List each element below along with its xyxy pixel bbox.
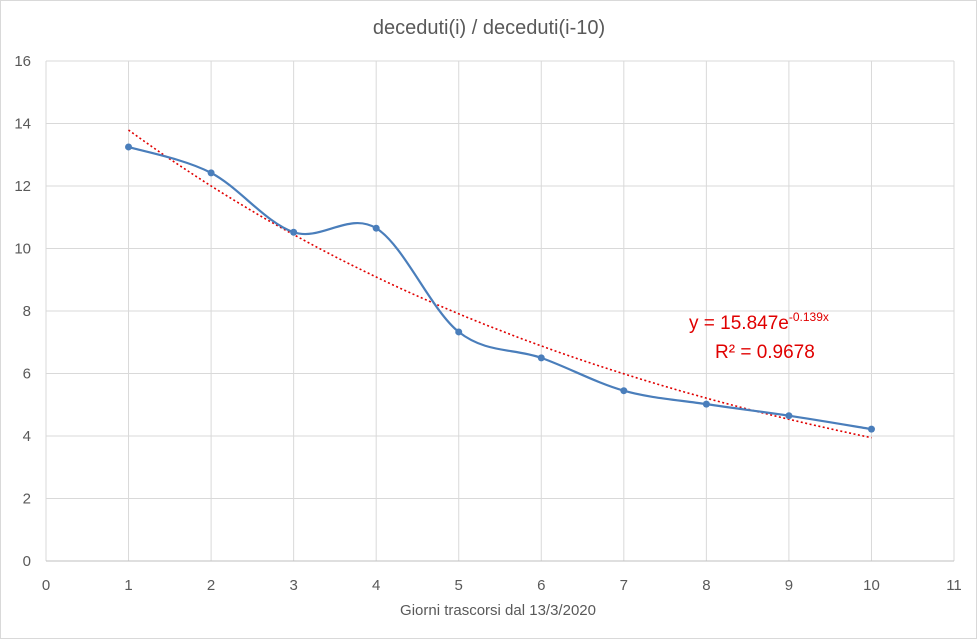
x-tick-label: 9 <box>785 577 793 594</box>
data-point <box>290 228 298 236</box>
series-line <box>128 145 872 431</box>
y-tick-label: 0 <box>23 553 31 570</box>
y-tick-label: 14 <box>14 116 31 133</box>
trendline-equation-exponent: -0.139x <box>789 310 829 324</box>
x-tick-label: 7 <box>620 577 628 594</box>
trendline-curve <box>128 129 872 439</box>
y-tick-label: 6 <box>23 366 31 383</box>
x-tick-label: 8 <box>702 577 710 594</box>
x-tick-label: 0 <box>42 577 50 594</box>
x-tick-label: 10 <box>863 577 880 594</box>
data-point <box>372 224 380 232</box>
trendline-equation: y = 15.847e-0.139x <box>689 310 829 334</box>
x-tick-label: 11 <box>946 577 962 594</box>
data-point <box>455 328 463 336</box>
y-tick-label: 16 <box>14 53 31 70</box>
series-layer <box>125 143 875 433</box>
x-tick-label: 4 <box>372 577 380 594</box>
x-tick-label: 5 <box>455 577 463 594</box>
y-tick-label: 2 <box>23 491 31 508</box>
x-tick-label: 6 <box>537 577 545 594</box>
x-tick-label: 1 <box>124 577 132 594</box>
trendline-r-squared: R² = 0.9678 <box>715 342 815 363</box>
y-tick-label: 8 <box>23 303 31 320</box>
data-point <box>702 400 710 408</box>
data-point <box>125 143 133 151</box>
x-tick-label: 3 <box>289 577 297 594</box>
data-point <box>785 412 793 420</box>
y-tick-label: 4 <box>23 428 31 445</box>
data-point <box>867 425 875 433</box>
data-point <box>537 354 545 362</box>
chart-title: deceduti(i) / deceduti(i-10) <box>373 17 605 39</box>
data-point <box>620 387 628 395</box>
trendline-layer <box>128 129 872 439</box>
y-tick-label: 10 <box>14 241 31 258</box>
x-axis-label: Giorni trascorsi dal 13/3/2020 <box>400 602 596 619</box>
trendline-equation-base: y = 15.847e <box>689 313 789 334</box>
data-point <box>207 169 215 177</box>
grid-layer <box>45 60 955 562</box>
x-tick-label: 2 <box>207 577 215 594</box>
y-tick-label: 12 <box>14 178 31 195</box>
